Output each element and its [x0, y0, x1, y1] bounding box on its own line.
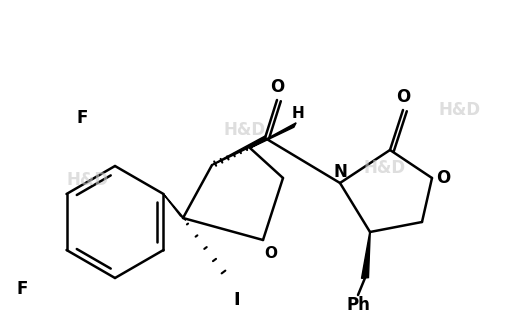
Polygon shape	[163, 194, 186, 220]
Text: H: H	[291, 106, 304, 121]
Polygon shape	[362, 232, 370, 279]
Text: Ph: Ph	[346, 296, 370, 314]
Text: O: O	[265, 245, 278, 261]
Polygon shape	[250, 123, 296, 148]
Text: H&D: H&D	[67, 171, 109, 189]
Text: O: O	[270, 78, 284, 96]
Text: H&D: H&D	[364, 159, 406, 177]
Text: H&D: H&D	[224, 121, 266, 139]
Text: F: F	[76, 109, 88, 127]
Text: I: I	[234, 291, 240, 309]
Text: O: O	[396, 88, 410, 106]
Text: F: F	[16, 280, 28, 298]
Text: O: O	[436, 169, 450, 187]
Text: N: N	[333, 163, 347, 181]
Polygon shape	[212, 135, 266, 165]
Text: H&D: H&D	[439, 101, 481, 119]
